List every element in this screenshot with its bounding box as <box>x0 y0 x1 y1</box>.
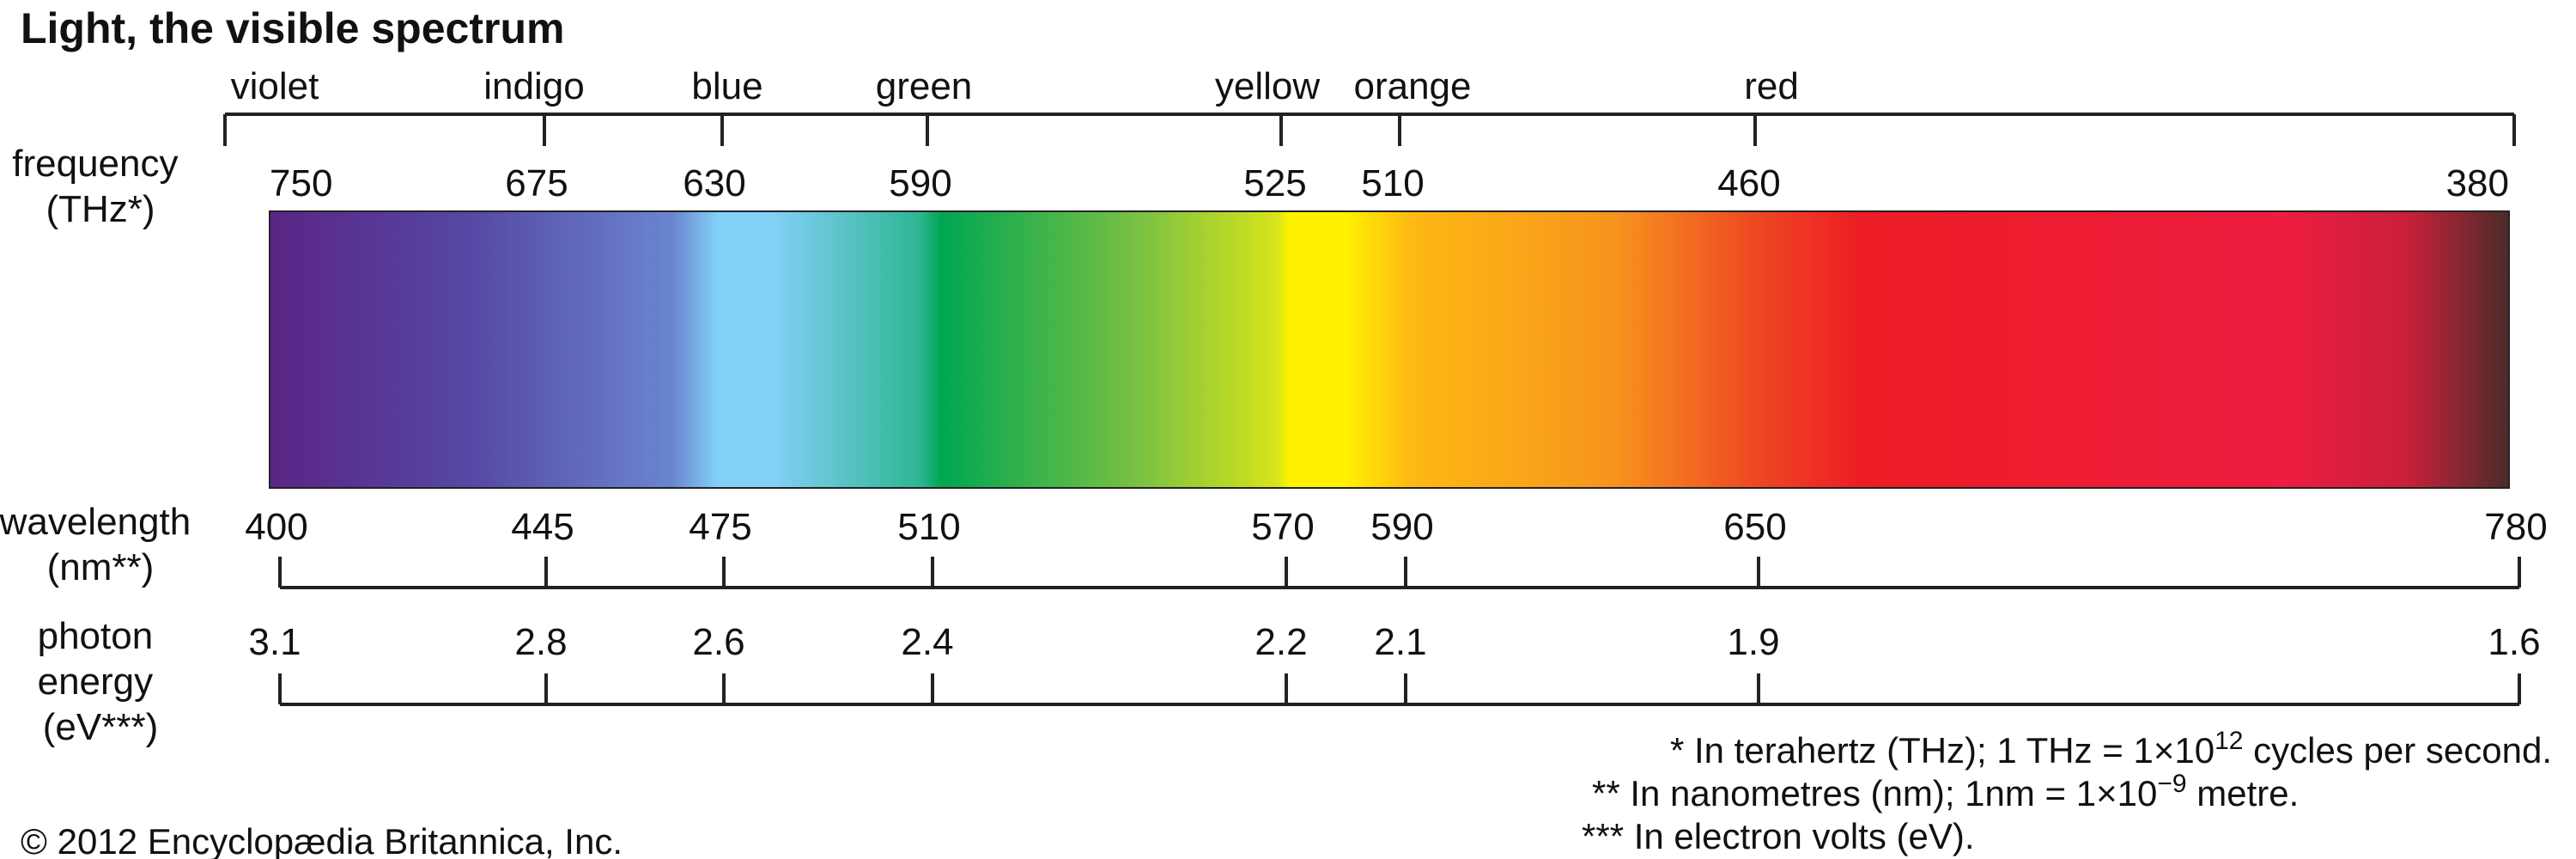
frequency-tick-label: 750 <box>270 162 332 204</box>
page-title: Light, the visible spectrum <box>21 4 564 52</box>
color-names-axis: violet indigo blue green yellow orange red <box>223 65 2516 146</box>
wavelength-tick-label: 475 <box>689 506 751 548</box>
photon-energy-tick-label: 2.6 <box>692 621 744 663</box>
color-label-red: red <box>1744 65 1799 107</box>
wavelength-tick-label: 510 <box>897 506 960 548</box>
color-label-indigo: indigo <box>483 65 584 107</box>
wavelength-row: wavelength (nm**) 400 445 475 510 570 590 650 7… <box>0 501 2548 589</box>
frequency-tick-label: 380 <box>2446 162 2509 204</box>
footnotes: * In terahertz (THz); 1 THz = 1×1012 cyc… <box>1582 727 2552 856</box>
photon-energy-tick-label: 2.4 <box>901 621 953 663</box>
wavelength-tick-label: 400 <box>245 506 307 548</box>
frequency-row: frequency (THz*) 750 675 630 590 525 510 460 38… <box>12 143 2509 230</box>
frequency-tick-label: 525 <box>1243 162 1306 204</box>
wavelength-tick-label: 650 <box>1723 506 1786 548</box>
photon-energy-tick-label: 1.9 <box>1727 621 1779 663</box>
color-label-yellow: yellow <box>1215 65 1320 107</box>
photon-energy-tick-label: 1.6 <box>2488 621 2540 663</box>
frequency-tick-label: 675 <box>505 162 568 204</box>
frequency-tick-label: 510 <box>1361 162 1424 204</box>
spectrum-band <box>269 210 2510 489</box>
photon-energy-tick-label: 2.8 <box>514 621 567 663</box>
color-label-blue: blue <box>691 65 762 107</box>
photon-energy-tick-label: 2.1 <box>1374 621 1426 663</box>
wavelength-tick-label: 780 <box>2484 506 2547 548</box>
frequency-tick-label: 460 <box>1717 162 1780 204</box>
photon-energy-tick-label: 2.2 <box>1255 621 1307 663</box>
footnote-nanometres: ** In nanometres (nm); 1nm = 1×10−9 metr… <box>1592 770 2299 813</box>
copyright-notice: © 2012 Encyclopædia Britannica, Inc. <box>21 821 623 859</box>
wavelength-tick-label: 570 <box>1251 506 1314 548</box>
photon-energy-tick-label: 3.1 <box>248 621 301 663</box>
photon-energy-row: photon energy (eV***) 3.1 2.8 2.6 2.4 2.2 2.1… <box>38 615 2541 748</box>
photon-energy-label: photon energy (eV***) <box>38 615 164 748</box>
wavelength-tick-label: 445 <box>511 506 574 548</box>
footnote-electron-volts: *** In electron volts (eV). <box>1582 816 1975 856</box>
wavelength-tick-label: 590 <box>1370 506 1433 548</box>
frequency-label: frequency (THz*) <box>12 143 188 230</box>
frequency-tick-label: 630 <box>683 162 745 204</box>
wavelength-label: wavelength (nm**) <box>0 501 201 588</box>
footnote-terahertz: * In terahertz (THz); 1 THz = 1×1012 cyc… <box>1670 727 2552 771</box>
frequency-tick-label: 590 <box>889 162 951 204</box>
color-label-green: green <box>876 65 973 107</box>
color-label-violet: violet <box>231 65 319 107</box>
color-label-orange: orange <box>1353 65 1471 107</box>
